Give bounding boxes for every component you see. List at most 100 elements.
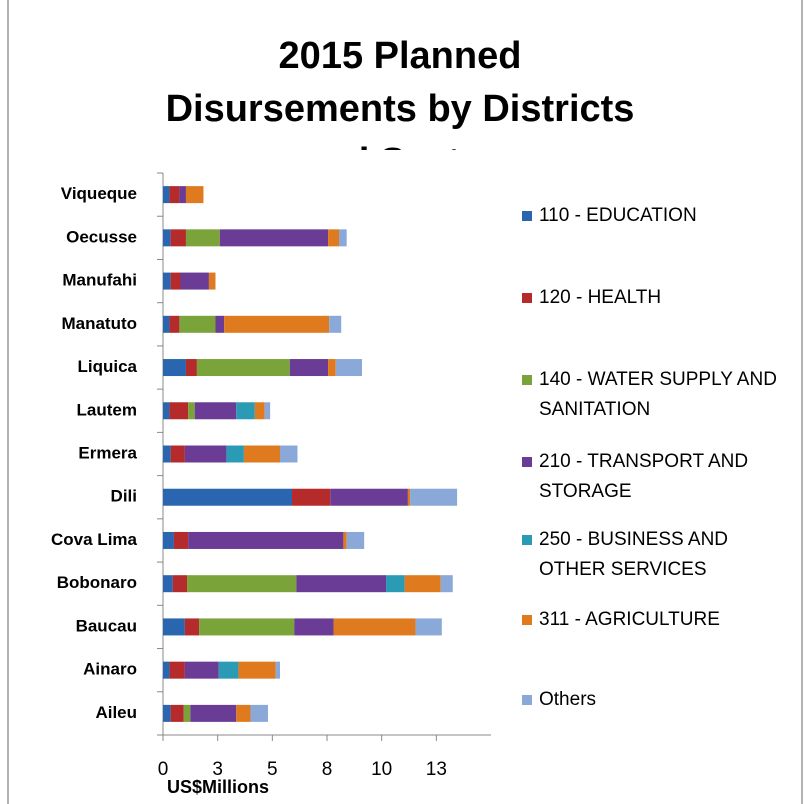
- bar-segment: [163, 402, 170, 420]
- bar-segment: [184, 618, 200, 636]
- bar-segment: [169, 661, 185, 679]
- bar-segment: [264, 402, 271, 420]
- x-tick-label: 13: [426, 759, 447, 780]
- bar-segment: [333, 618, 416, 636]
- legend-swatch: [522, 293, 532, 303]
- legend-swatch: [522, 615, 532, 625]
- bar-segment: [328, 229, 340, 247]
- bar-segment: [170, 229, 186, 247]
- bar-segment: [386, 575, 405, 593]
- legend-label: 140 - WATER SUPPLY AND SANITATION: [539, 369, 777, 420]
- legend-label: 250 - BUSINESS AND OTHER SERVICES: [539, 529, 729, 580]
- bar-segment: [172, 575, 188, 593]
- bar-segment: [163, 531, 174, 549]
- bar-segment: [163, 488, 293, 506]
- legend-label: 120 - HEALTH: [539, 287, 662, 308]
- bar-segment: [279, 445, 298, 463]
- bar-segment: [296, 575, 387, 593]
- x-tick-label: 3: [212, 759, 223, 780]
- bar-segment: [339, 229, 347, 247]
- bar-segment: [163, 704, 171, 722]
- bar-segment: [173, 531, 189, 549]
- y-tick-label: Bobonaro: [57, 573, 137, 592]
- bar-segment: [170, 445, 185, 463]
- legend-swatch: [522, 211, 532, 221]
- bar-segment: [330, 488, 408, 506]
- legend-swatch: [522, 535, 532, 545]
- legend-label: Others: [539, 689, 597, 710]
- y-tick-label: Liquica: [77, 357, 137, 376]
- bar-segment: [185, 359, 197, 377]
- x-tick-label: 8: [322, 759, 333, 780]
- bar-segment: [208, 272, 216, 290]
- bar-segment: [254, 402, 265, 420]
- bar-segment: [169, 402, 189, 420]
- bar-segment: [163, 618, 185, 636]
- bar-segment: [238, 661, 276, 679]
- y-tick-label: Dili: [111, 487, 137, 506]
- bar-segment: [190, 704, 237, 722]
- legend-item: 250 - BUSINESS AND OTHER SERVICES: [522, 525, 792, 585]
- y-tick-label: Baucau: [76, 616, 137, 635]
- legend-item: 110 - EDUCATION: [522, 201, 792, 231]
- bar-segment: [289, 359, 329, 377]
- y-tick-label: Lautem: [77, 400, 137, 419]
- x-tick-label: 10: [371, 759, 392, 780]
- bar-segment: [226, 445, 244, 463]
- legend-item: 210 - TRANSPORT AND STORAGE: [522, 447, 792, 507]
- y-tick-label: Viqueque: [61, 184, 137, 203]
- bar-segment: [180, 272, 209, 290]
- legend-label: 210 - TRANSPORT AND STORAGE: [539, 451, 749, 502]
- bar-segment: [415, 618, 442, 636]
- x-axis-label: US$Millions: [167, 777, 269, 797]
- y-tick-label: Manufahi: [62, 271, 137, 290]
- bar-segment: [294, 618, 334, 636]
- bar-segment: [346, 531, 365, 549]
- bar-segment: [404, 575, 441, 593]
- bar-segment: [169, 315, 180, 333]
- legend-item: 311 - AGRICULTURE: [522, 605, 792, 635]
- bar-segment: [184, 661, 219, 679]
- bar-segment: [292, 488, 331, 506]
- bar-segment: [163, 359, 186, 377]
- bar-segment: [187, 575, 297, 593]
- bar-segment: [335, 359, 362, 377]
- y-tick-label: Ainaro: [83, 660, 137, 679]
- x-tick-label: 5: [267, 759, 278, 780]
- bar-segment: [407, 488, 411, 506]
- bar-segment: [440, 575, 453, 593]
- bar-segment: [328, 359, 336, 377]
- y-tick-label: Aileu: [95, 703, 137, 722]
- bar-segment: [163, 272, 171, 290]
- bar-segment: [275, 661, 280, 679]
- bar-segment: [179, 315, 216, 333]
- bar-segment: [196, 359, 290, 377]
- y-tick-label: Manatuto: [61, 314, 137, 333]
- bar-segment: [236, 402, 255, 420]
- chart-title: 2015 Planned Disursements by Districts a…: [165, 35, 635, 150]
- bar-segment: [163, 186, 170, 204]
- legend-swatch: [522, 457, 532, 467]
- bar-segment: [185, 229, 220, 247]
- x-tick-label: 0: [158, 759, 169, 780]
- bar-segment: [183, 704, 191, 722]
- y-tick-label: Cova Lima: [51, 530, 138, 549]
- bar-segment: [199, 618, 295, 636]
- legend-label: 110 - EDUCATION: [539, 205, 697, 226]
- legend-item: Others: [522, 685, 792, 715]
- y-tick-label: Oecusse: [66, 227, 137, 246]
- bar-segment: [410, 488, 458, 506]
- bar-segment: [224, 315, 330, 333]
- bar-segment: [329, 315, 342, 333]
- legend-item: 120 - HEALTH: [522, 283, 792, 313]
- bar-segment: [185, 186, 204, 204]
- bar-segment: [194, 402, 237, 420]
- bar-segment: [163, 575, 173, 593]
- bar-segment: [163, 229, 171, 247]
- bar-segment: [188, 531, 344, 549]
- bar-segment: [343, 531, 347, 549]
- bar-segment: [170, 272, 181, 290]
- bar-segment: [250, 704, 268, 722]
